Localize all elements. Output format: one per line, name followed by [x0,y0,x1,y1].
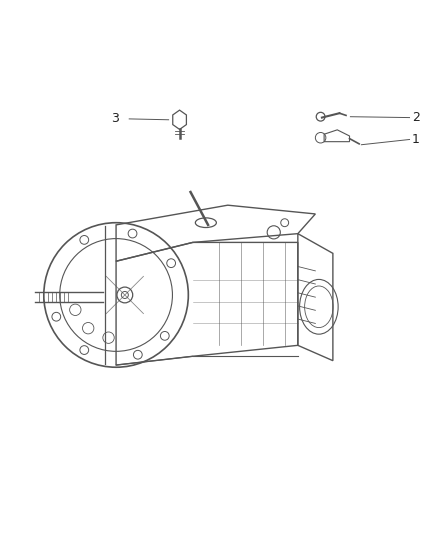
Text: 1: 1 [412,133,420,146]
Text: 2: 2 [412,111,420,124]
Text: 3: 3 [111,112,119,125]
